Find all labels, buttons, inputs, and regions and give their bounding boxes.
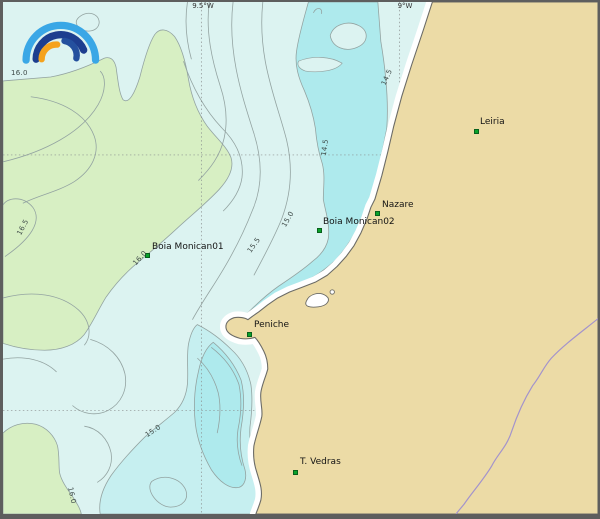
contour-label-16-0-a: 16.0	[11, 69, 28, 77]
place-label-tvedras: T. Vedras	[300, 457, 341, 467]
buoy-label-monican02: Boia Monican02	[323, 217, 395, 227]
warm-swirl-hole	[329, 22, 367, 50]
buoy-marker-monican01	[145, 253, 150, 258]
river-line	[455, 318, 598, 514]
place-label-leiria: Leiria	[480, 117, 505, 127]
warm-water-region-west	[3, 29, 233, 351]
place-marker-nazare	[375, 211, 380, 216]
place-marker-leiria	[474, 129, 479, 134]
buoy-label-monican01: Boia Monican01	[152, 242, 224, 252]
lon-tick-9w: 9°W	[397, 2, 413, 10]
lon-tick-9p5w: 9.5°W	[192, 2, 214, 10]
map-graphics	[3, 2, 598, 514]
island	[305, 293, 329, 308]
logo-outer-arc	[22, 21, 100, 64]
logo-inner-arc	[61, 37, 80, 62]
place-label-peniche: Peniche	[254, 320, 290, 330]
warm-swirl-hole2	[297, 57, 343, 73]
place-marker-peniche	[247, 332, 252, 337]
land	[225, 2, 598, 514]
warm-water-region-southwest	[3, 422, 82, 514]
buoy-marker-monican02	[317, 228, 322, 233]
rainbow-arcs-logo	[22, 21, 100, 64]
place-marker-tvedras	[293, 470, 298, 475]
place-label-nazare: Nazare	[382, 200, 414, 210]
logo-mid-arc	[32, 31, 88, 63]
islet	[329, 289, 335, 295]
logo-orange-arc	[38, 41, 61, 63]
